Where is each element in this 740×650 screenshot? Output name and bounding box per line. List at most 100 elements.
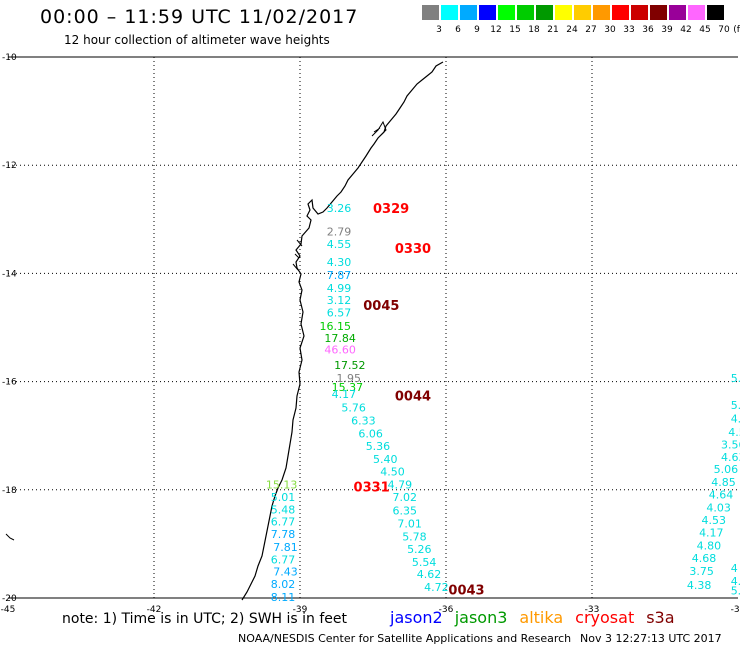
wave-height-value: 4.80 [697, 540, 722, 553]
scale-label: 33 [623, 25, 635, 35]
x-tick-label: -39 [293, 605, 308, 615]
pass-label: 0043 [448, 583, 484, 598]
y-tick-label: -20 [2, 594, 17, 604]
scale-unit: (ft) [733, 25, 740, 35]
scale-swatch [460, 5, 477, 20]
wave-height-value: 4.85 [711, 476, 736, 489]
wave-height-value: 5.26 [407, 543, 432, 556]
scale-swatch [707, 5, 724, 20]
scale-swatch [631, 5, 648, 20]
scale-label: 9 [474, 25, 480, 35]
wave-height-value: 7.78 [271, 528, 296, 541]
map-subtitle: 12 hour collection of altimeter wave hei… [64, 33, 330, 47]
scale-swatch [422, 5, 439, 20]
satellite-legend: jason2 jason3 altika cryosat s3a [390, 608, 687, 627]
x-tick-label: -30 [731, 605, 740, 615]
pass-label: 0044 [395, 390, 431, 405]
wave-height-value: 3.26 [327, 202, 352, 215]
wave-height-value: 4.53 [702, 514, 727, 527]
wave-height-value: 4. [731, 575, 740, 588]
wave-height-value: 4.68 [692, 552, 717, 565]
wave-height-value: 4.38 [687, 579, 712, 592]
wave-height-value: 3.75 [689, 565, 714, 578]
wave-height-value: 7.87 [327, 269, 352, 282]
wave-height-value: 6.57 [327, 306, 352, 319]
wave-height-value: 15.13 [266, 478, 298, 491]
scale-label: 15 [509, 25, 521, 35]
scale-label: 21 [547, 25, 559, 35]
wave-height-value: 4.03 [706, 502, 731, 515]
wave-height-value: 5.01 [271, 491, 296, 504]
wave-height-value: 6.77 [271, 554, 296, 567]
pass-label: 0331 [354, 481, 390, 496]
y-tick-label: -14 [2, 269, 17, 279]
wave-height-value: 17.84 [324, 332, 356, 345]
wave-height-value: 4.50 [380, 465, 405, 478]
wave-height-value: 5. [731, 372, 740, 385]
wave-height-value: 5.78 [402, 530, 427, 543]
wave-height-value: 4.55 [327, 238, 352, 251]
wave-height-value: 6.33 [351, 415, 376, 428]
wave-height-value: 46.60 [324, 344, 356, 357]
y-tick-label: -12 [2, 161, 17, 171]
wave-height-value: 4 [731, 562, 738, 575]
wave-height-value: 4.79 [388, 478, 413, 491]
wave-height-value: 3.56 [721, 438, 740, 451]
wave-height-value: 6.06 [358, 428, 383, 441]
pass-label: 0045 [363, 299, 399, 314]
scale-swatch [612, 5, 629, 20]
pass-label: 0329 [373, 202, 409, 217]
wave-height-value: 7.02 [392, 491, 417, 504]
x-tick-label: -42 [147, 605, 162, 615]
wave-height-value: 7.01 [397, 517, 422, 530]
island-marks [5, 239, 303, 541]
scale-swatch [593, 5, 610, 20]
pass-label: 0330 [395, 242, 431, 257]
generation-timestamp: Nov 3 12:27:13 UTC 2017 [580, 632, 722, 645]
wave-height-value: 1.95 [337, 372, 362, 385]
y-tick-label: -16 [2, 378, 17, 388]
scale-swatch [479, 5, 496, 20]
wave-height-value: 4.5 [728, 426, 740, 439]
scale-swatch [498, 5, 515, 20]
scale-swatch [669, 5, 686, 20]
scale-label: 70 [718, 25, 730, 35]
map-title: 00:00 – 11:59 UTC 11/02/2017 [40, 6, 359, 28]
wave-height-value: 2.79 [327, 226, 352, 239]
units-note: note: 1) Time is in UTC; 2) SWH is in fe… [62, 611, 348, 627]
wave-height-value: 5.06 [714, 463, 739, 476]
y-tick-label: -18 [2, 486, 17, 496]
scale-swatch [574, 5, 591, 20]
scale-label: 12 [490, 25, 502, 35]
wave-height-value: 6.77 [271, 516, 296, 529]
wave-height-value: 4.72 [424, 581, 449, 594]
satellite-legend-item: cryosat [575, 608, 635, 627]
satellite-legend-item: s3a [646, 608, 675, 627]
scale-label: 45 [699, 25, 711, 35]
map-grid [8, 56, 738, 599]
wave-height-value: 5.36 [366, 440, 391, 453]
wave-height-value: 8.11 [271, 591, 296, 604]
wave-height-value: 16.15 [319, 320, 351, 333]
wave-height-value: 4.17 [332, 388, 357, 401]
wave-height-value: 3.12 [327, 294, 352, 307]
scale-label: 30 [604, 25, 616, 35]
wave-height-value: 6.35 [392, 504, 417, 517]
wave-height-value: 5.40 [373, 453, 398, 466]
scale-label: 27 [585, 25, 597, 35]
axis-tick-labels: -45 -42 -39 -36 -33 -30 -10 -12 -14 -16 -18 -20 [1, 53, 740, 615]
wave-height-value: 8.02 [271, 578, 296, 591]
scale-label: 39 [661, 25, 673, 35]
scale-label: 18 [528, 25, 540, 35]
scale-swatch [555, 5, 572, 20]
wave-height-value: 4.99 [327, 282, 352, 295]
wave-height-value: 4.64 [709, 489, 734, 502]
satellite-legend-item: jason2 [390, 608, 443, 627]
x-tick-label: -45 [1, 605, 16, 615]
satellite-legend-item: jason3 [454, 608, 508, 627]
wave-height-value: 4.17 [699, 527, 724, 540]
wave-height-value: 7.43 [273, 565, 298, 578]
y-tick-label: -10 [2, 53, 17, 63]
wave-height-value: 4.63 [721, 451, 740, 464]
